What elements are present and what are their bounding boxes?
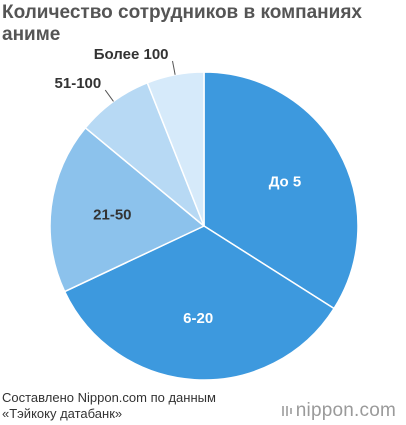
nippon-logo[interactable]: nippon.com <box>281 400 396 421</box>
source-note: Составлено Nippon.com по данным «Тэйкоку… <box>2 390 216 422</box>
source-line-1: Составлено Nippon.com по данным <box>2 390 216 405</box>
leader-line-5 <box>172 60 176 75</box>
pie-label-3: 21-50 <box>93 206 131 223</box>
pie-slice-1 <box>203 71 359 310</box>
pie-label-4: 51-100 <box>55 75 102 92</box>
logo-dots-icon <box>281 406 292 416</box>
source-line-2: «Тэйкоку датабанк» <box>2 406 123 421</box>
pie-label-5: Более 100 <box>94 46 169 63</box>
pie-slice-5 <box>146 71 205 227</box>
pie-slice-2 <box>63 225 336 381</box>
brand-text: nippon.com <box>295 400 396 421</box>
pie-label-2: 6-20 <box>183 310 213 327</box>
pie-label-1: До 5 <box>269 173 302 190</box>
pie-chart: До 5 6-20 21-50 51-100 Более 100 <box>49 46 359 381</box>
pie-slice-3 <box>49 126 206 293</box>
leader-line-4 <box>104 89 114 102</box>
chart-title: Количество сотрудников в компаниях аниме <box>2 2 362 45</box>
